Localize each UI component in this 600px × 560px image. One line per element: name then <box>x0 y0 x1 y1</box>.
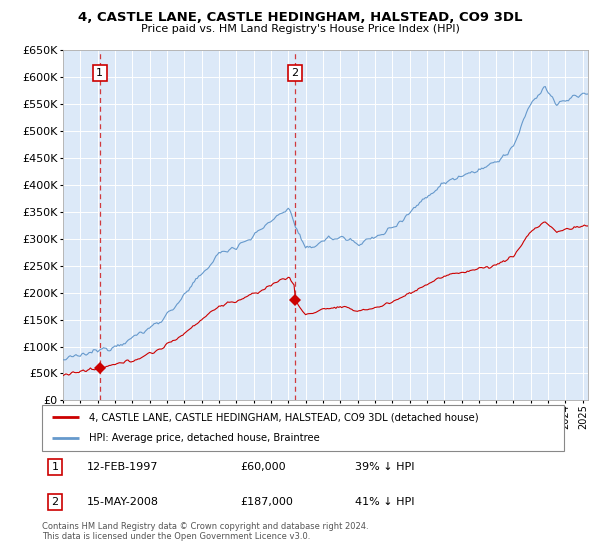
Text: Price paid vs. HM Land Registry's House Price Index (HPI): Price paid vs. HM Land Registry's House … <box>140 24 460 34</box>
Text: 41% ↓ HPI: 41% ↓ HPI <box>355 497 415 507</box>
Text: 2: 2 <box>52 497 59 507</box>
FancyBboxPatch shape <box>42 405 564 451</box>
Text: 4, CASTLE LANE, CASTLE HEDINGHAM, HALSTEAD, CO9 3DL (detached house): 4, CASTLE LANE, CASTLE HEDINGHAM, HALSTE… <box>89 412 479 422</box>
Text: £60,000: £60,000 <box>241 462 286 472</box>
Text: Contains HM Land Registry data © Crown copyright and database right 2024.
This d: Contains HM Land Registry data © Crown c… <box>42 522 368 542</box>
Text: £187,000: £187,000 <box>241 497 293 507</box>
Text: 1: 1 <box>52 462 59 472</box>
Text: 15-MAY-2008: 15-MAY-2008 <box>86 497 158 507</box>
Text: 12-FEB-1997: 12-FEB-1997 <box>86 462 158 472</box>
Text: 39% ↓ HPI: 39% ↓ HPI <box>355 462 415 472</box>
Text: HPI: Average price, detached house, Braintree: HPI: Average price, detached house, Brai… <box>89 433 320 444</box>
Text: 4, CASTLE LANE, CASTLE HEDINGHAM, HALSTEAD, CO9 3DL: 4, CASTLE LANE, CASTLE HEDINGHAM, HALSTE… <box>78 11 522 24</box>
Text: 1: 1 <box>96 68 103 78</box>
Text: 2: 2 <box>291 68 298 78</box>
